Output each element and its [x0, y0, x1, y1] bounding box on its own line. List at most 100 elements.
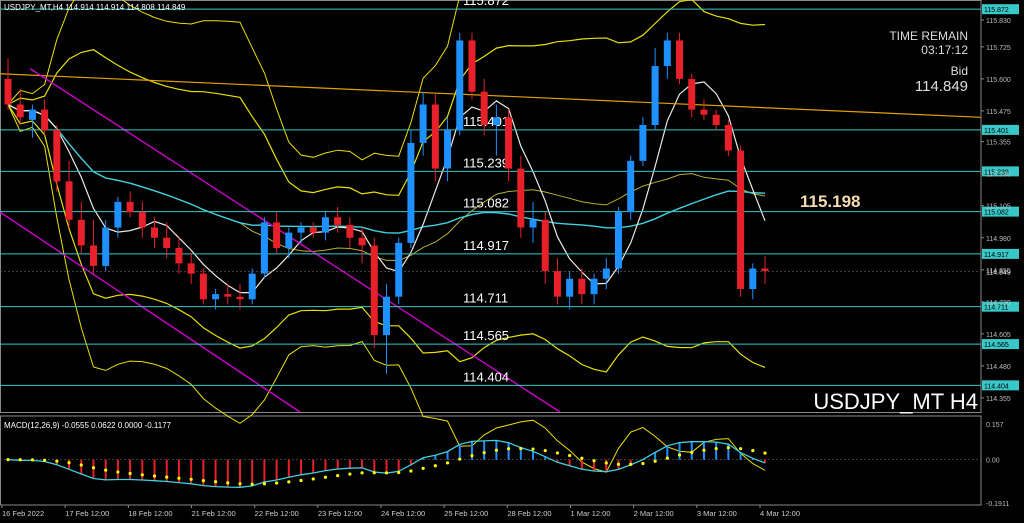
time-tick-label: 17 Feb 12:00 — [65, 509, 109, 518]
bear-candle — [334, 217, 342, 225]
bull-candle — [444, 130, 452, 169]
signal-dot — [6, 458, 10, 462]
macd-label: MACD(12,26,9) -0.0555 0.0622 0.0000 -0.1… — [4, 421, 172, 430]
bear-candle — [163, 237, 171, 248]
signal-dot — [287, 480, 291, 484]
bear-candle — [468, 40, 476, 92]
signal-dot — [360, 471, 364, 475]
ma-cyan — [7, 103, 766, 234]
level-label: 114.917 — [463, 238, 509, 253]
bear-candle — [224, 294, 232, 297]
signal-dot — [714, 446, 718, 451]
signal-dot — [384, 471, 389, 475]
bull-candle — [492, 117, 500, 125]
price-tick-label: 115.230 — [986, 172, 1011, 179]
signal-dot — [189, 477, 193, 481]
price-tick-label: 115.355 — [986, 140, 1011, 147]
bear-candle — [553, 271, 561, 297]
bear-candle — [187, 263, 195, 274]
bear-candle — [724, 125, 732, 151]
time-tick-label: 24 Feb 12:00 — [381, 509, 425, 518]
price-tick-label: 114.355 — [986, 396, 1011, 403]
time-tick-label: 16 Feb 2022 — [2, 509, 44, 518]
bear-candle — [712, 114, 720, 125]
chart-info: USDJPY_MT,H4 114.914 114.914 114.808 114… — [4, 3, 186, 12]
level-label: 115.872 — [463, 0, 509, 8]
level-tag-text: 114.917 — [984, 252, 1009, 259]
bull-candle — [614, 212, 622, 269]
level-tag-text: 114.711 — [984, 305, 1008, 312]
price-tick-label: 115.105 — [986, 204, 1011, 211]
bear-candle — [431, 104, 439, 169]
trend-line-upper — [29, 68, 561, 413]
price-tick-label: 114.480 — [986, 364, 1011, 371]
signal-dot — [67, 461, 71, 465]
time-tick-label: 28 Feb 12:00 — [507, 509, 551, 518]
time-axis: 16 Feb 2022 17 Feb 12:00 18 Feb 12:00 21 Fe… — [1, 505, 800, 518]
time-tick-label: 1 Mar 12:00 — [571, 509, 611, 518]
signal-dot — [238, 482, 242, 486]
bull-candle — [529, 219, 537, 228]
bull-candle — [383, 296, 390, 336]
level-label: 115.082 — [463, 196, 509, 211]
level-tag — [982, 301, 1019, 312]
signal-dot — [18, 458, 22, 462]
bid-value: 114.849 — [915, 78, 968, 95]
bear-candle — [688, 78, 696, 110]
signal-dot — [763, 451, 767, 455]
bear-candle — [761, 268, 769, 272]
signal-dot — [629, 462, 633, 466]
signal-dot — [275, 481, 279, 485]
bear-candle — [41, 109, 49, 131]
bollinger-outer-upper — [7, 0, 460, 161]
price-tick-label: 115.725 — [986, 45, 1011, 52]
signal-dot — [421, 466, 425, 470]
timer-label: TIME REMAIN — [889, 29, 968, 43]
level-tag-text: 115.401 — [984, 128, 1009, 135]
time-tick-label: 23 Feb 12:00 — [318, 509, 362, 518]
signal-dot — [726, 446, 730, 450]
signal-dot — [470, 454, 474, 458]
signal-dot — [140, 473, 144, 477]
bull-candle — [260, 222, 268, 274]
signal-dot — [531, 447, 535, 451]
level-tag-text: 115.082 — [984, 210, 1009, 217]
bull-candle — [566, 278, 574, 297]
signal-dot — [677, 453, 682, 457]
price-tick-label: 114.605 — [986, 332, 1011, 339]
bull-candle — [590, 278, 598, 295]
bear-candle — [676, 40, 684, 79]
signal-dot — [116, 470, 120, 474]
signal-dot — [311, 477, 315, 481]
bear-candle — [309, 227, 317, 233]
bull-candle — [285, 232, 293, 248]
signal-dot — [494, 448, 498, 452]
level-tag-text: 115.239 — [984, 169, 1009, 176]
ma-white — [7, 81, 766, 294]
signal-dot — [91, 466, 96, 470]
signal-dot — [445, 461, 450, 465]
signal-dot — [409, 469, 413, 473]
bear-candle — [77, 219, 85, 246]
signal-dot — [152, 474, 157, 478]
signal-dot — [616, 462, 621, 466]
bear-candle — [358, 237, 366, 246]
macd-axis-label: 0.157 — [986, 422, 1004, 429]
level-tag — [982, 4, 1019, 15]
bear-candle — [346, 224, 354, 238]
bull-candle — [297, 227, 305, 233]
bear-candle — [199, 273, 207, 300]
bull-candle — [28, 109, 36, 120]
price-tick-label: 114.980 — [986, 236, 1011, 243]
price-panel-frame — [0, 0, 982, 413]
current-level-label: 115.198 — [800, 192, 861, 211]
bear-candle — [53, 130, 61, 182]
bear-candle — [505, 117, 513, 169]
bear-candle — [480, 91, 488, 125]
current-price-label: 114.849 — [986, 269, 1011, 276]
price-tick-label: 115.475 — [986, 109, 1011, 116]
signal-dot — [604, 461, 608, 465]
signal-dot — [702, 448, 706, 452]
level-tag — [982, 124, 1019, 135]
